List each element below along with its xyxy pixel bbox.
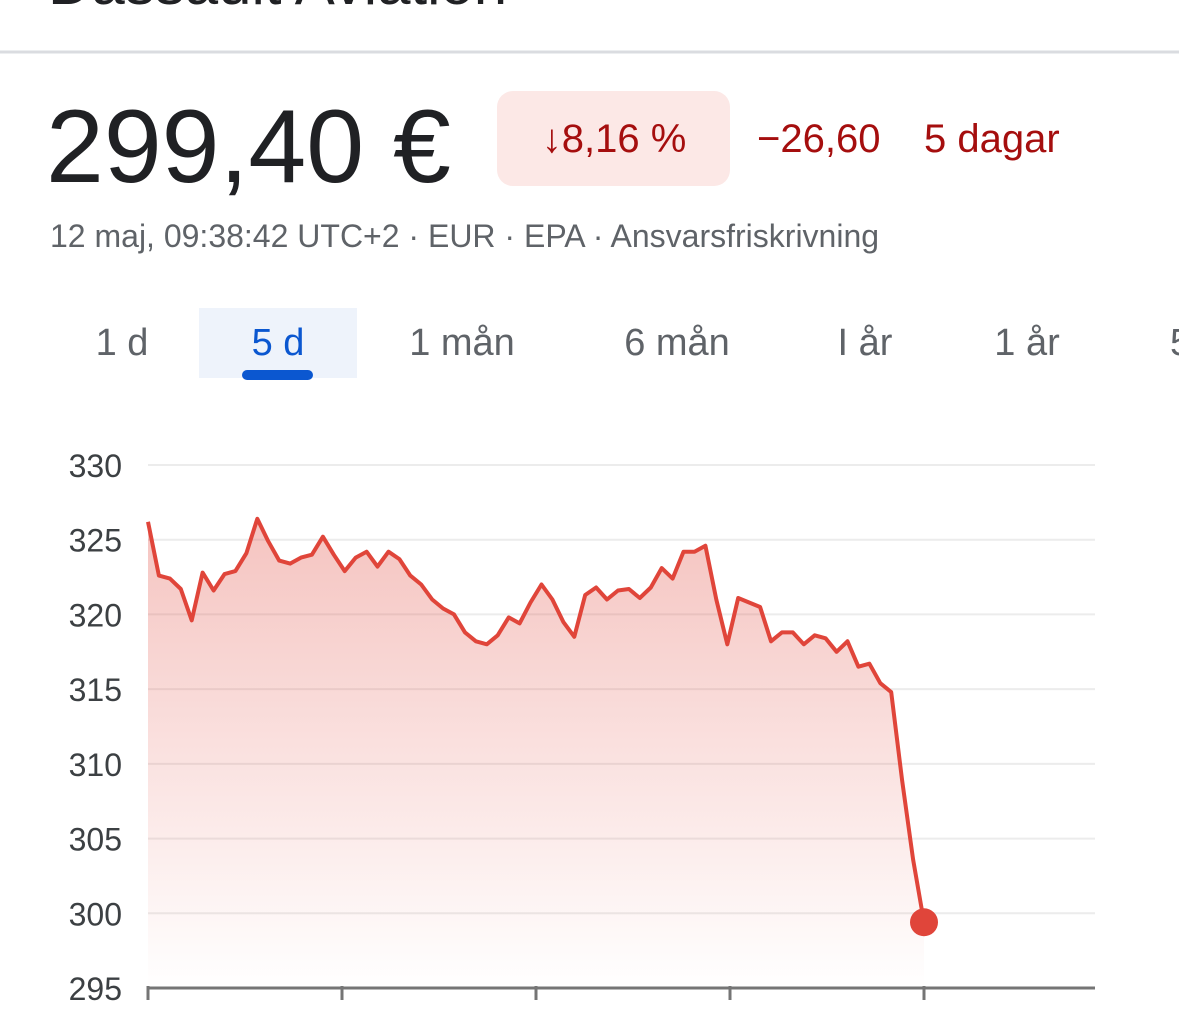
tab[interactable]: 5 d [252, 322, 305, 364]
y-tick-label: 310 [69, 747, 122, 783]
change-period: 5 dagar [924, 117, 1060, 161]
y-tick-label: 295 [69, 971, 122, 1007]
tab[interactable]: 5 [1170, 322, 1179, 364]
price-line [146, 516, 926, 923]
tab[interactable]: I år [838, 322, 893, 364]
y-tick-label: 325 [69, 523, 122, 559]
current-point [910, 908, 938, 937]
tabs: 1 d 5 d 1 mån 6 mån I år 1 år 5 [96, 322, 1179, 364]
area-fill [148, 518, 924, 988]
change-percent: ↓8,16 % [542, 117, 687, 161]
y-tick-label: 300 [69, 896, 122, 932]
y-tick-label: 315 [69, 672, 122, 708]
y-tick-label: 305 [69, 822, 122, 858]
y-tick-label: 330 [69, 448, 122, 484]
price: 299,40 € [46, 89, 451, 205]
change-badge [497, 91, 730, 186]
tab[interactable]: 1 år [994, 322, 1060, 364]
tab[interactable]: 6 mån [624, 322, 730, 364]
y-tick-label: 320 [69, 597, 122, 633]
selected-tab-bg [199, 308, 357, 378]
tab[interactable]: 1 d [96, 322, 149, 364]
tab[interactable]: 1 mån [409, 322, 515, 364]
change-value: −26,60 [757, 117, 880, 161]
page-title: Dassault Aviation [48, 0, 507, 17]
meta-info: 12 maj, 09:38:42 UTC+2 · EUR · EPA · Ans… [50, 218, 879, 254]
tab-indicator [242, 370, 313, 380]
chart: 295 300 305 310 315 320 325 330 [69, 448, 1095, 1007]
